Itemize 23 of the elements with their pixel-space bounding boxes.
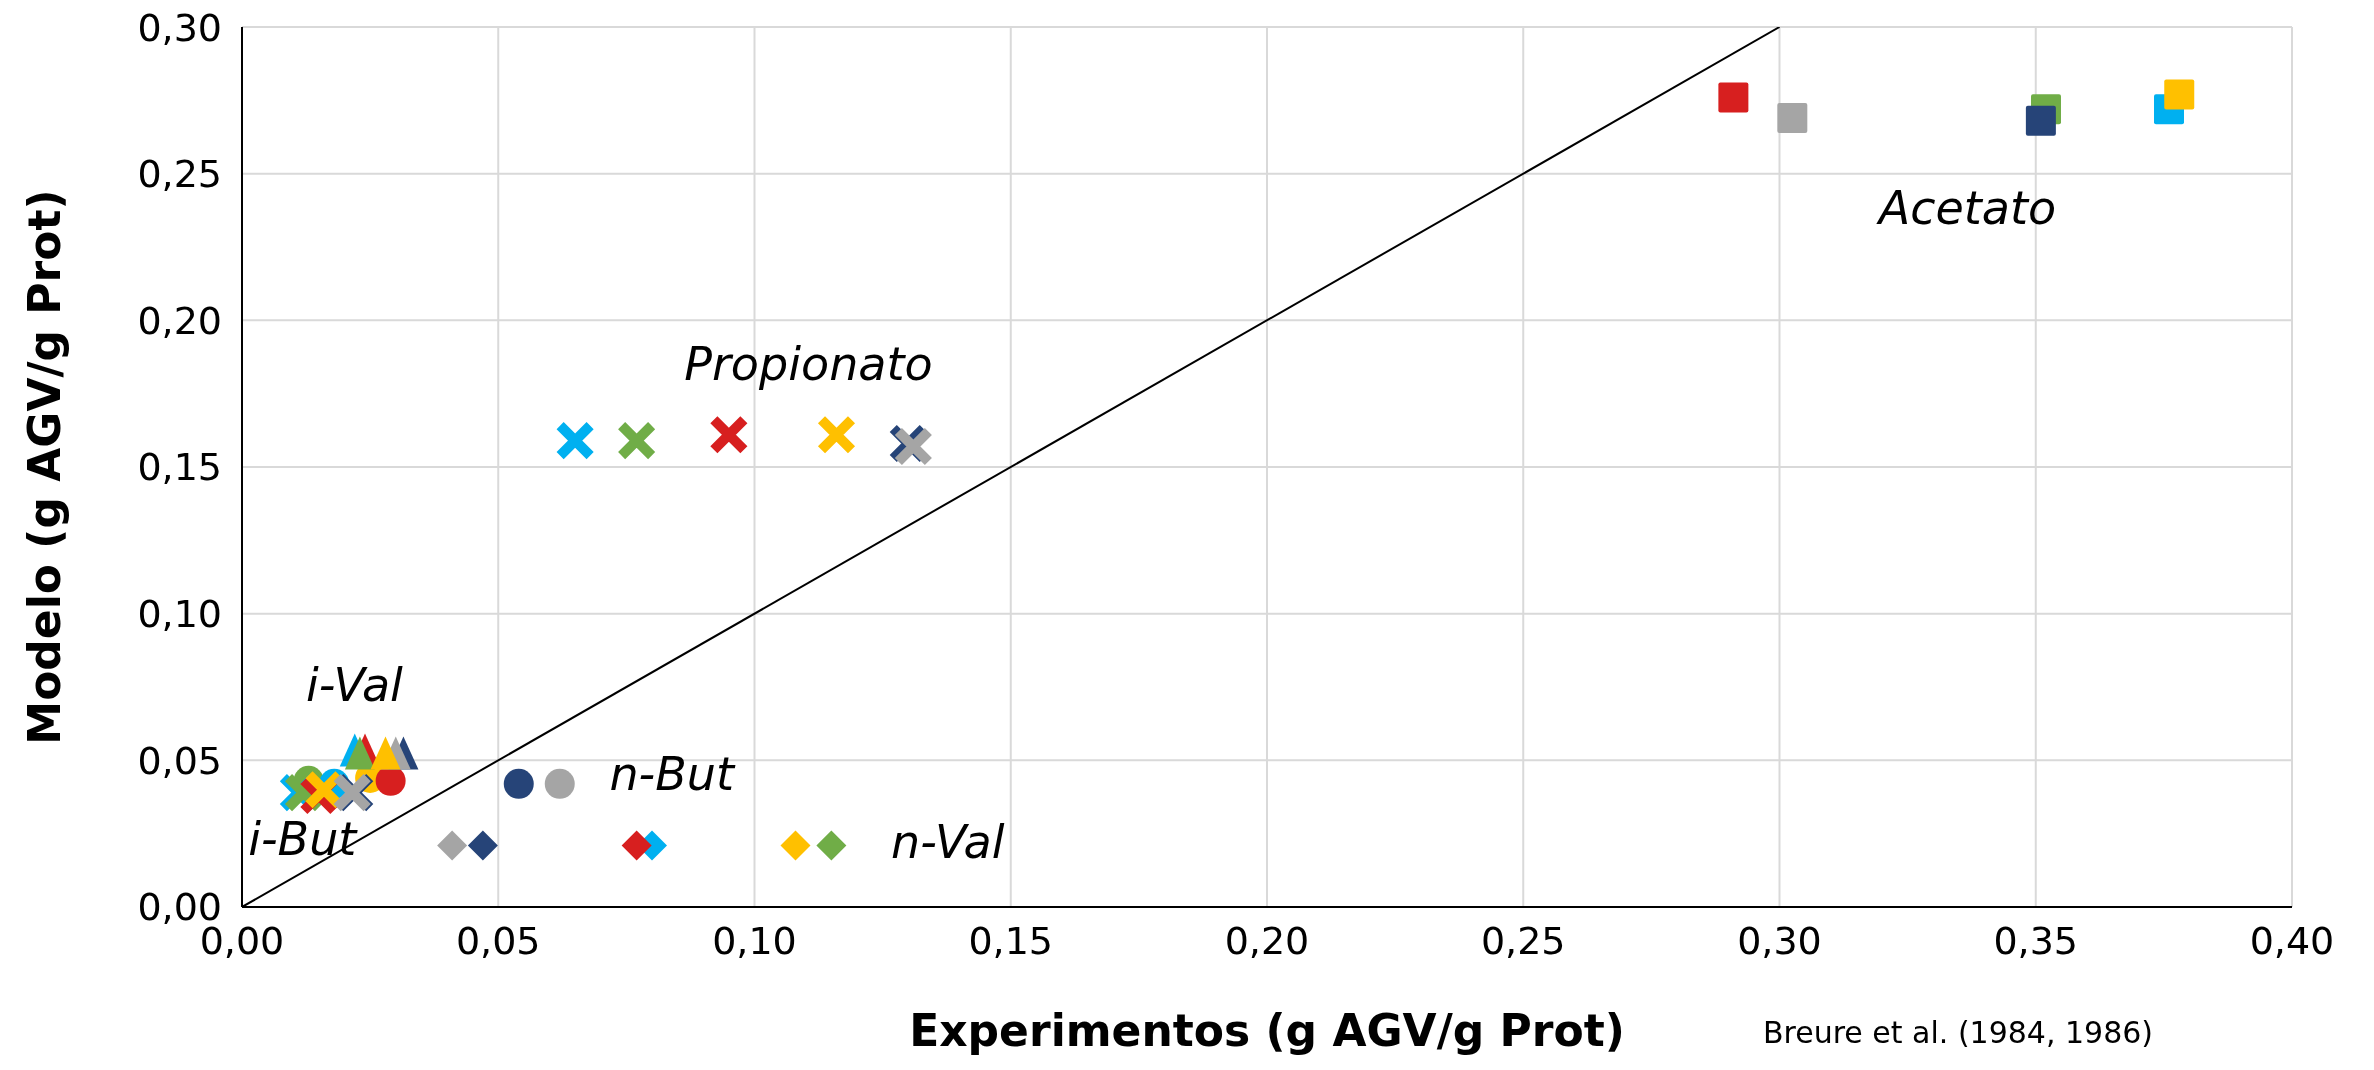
y-tick-label: 0,15 xyxy=(137,445,222,490)
text: Breure et al. (1984, 1986) xyxy=(1762,1015,2154,1050)
y-tick-label: 0,20 xyxy=(137,298,222,343)
x-axis-title: Experimentos (g AGV/g Prot) xyxy=(909,1005,1625,1056)
x-tick-label: 0,20 xyxy=(1224,918,1310,963)
y-tick-label: 0,10 xyxy=(137,592,222,637)
series-label: i-But xyxy=(248,812,359,867)
x-tick-label: 0,15 xyxy=(968,918,1054,963)
x-tick-label: 0,25 xyxy=(1480,918,1566,963)
series-label: Acetato xyxy=(1875,180,2057,235)
y-tick-label: 0,30 xyxy=(137,5,222,50)
x-tick-label: 0,05 xyxy=(455,918,541,963)
series-label: i-Val xyxy=(305,657,404,712)
x-tick-label: 0,35 xyxy=(1993,918,2079,963)
series-label: Propionato xyxy=(684,336,933,391)
x-tick-label: 0,40 xyxy=(2249,918,2335,963)
x-tick-label: 0,10 xyxy=(712,918,797,963)
x-tick-label: 0,30 xyxy=(1737,918,1822,963)
series-label: n-But xyxy=(609,747,736,802)
y-tick-label: 0,05 xyxy=(137,738,222,783)
series-label: n-Val xyxy=(891,814,1005,869)
y-axis-title: Modelo (g AGV/g Prot) xyxy=(19,189,70,745)
y-tick-label: 0,25 xyxy=(137,152,222,197)
